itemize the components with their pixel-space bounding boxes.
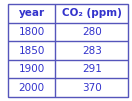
Text: 280: 280 bbox=[82, 27, 102, 37]
Text: 2000: 2000 bbox=[19, 83, 45, 93]
Text: 1900: 1900 bbox=[19, 64, 45, 74]
Text: 1850: 1850 bbox=[18, 45, 45, 56]
Text: year: year bbox=[19, 8, 45, 18]
Text: 370: 370 bbox=[82, 83, 102, 93]
Text: 291: 291 bbox=[82, 64, 102, 74]
Text: CO₂ (ppm): CO₂ (ppm) bbox=[62, 8, 122, 18]
Text: 283: 283 bbox=[82, 45, 102, 56]
Text: 1800: 1800 bbox=[19, 27, 45, 37]
